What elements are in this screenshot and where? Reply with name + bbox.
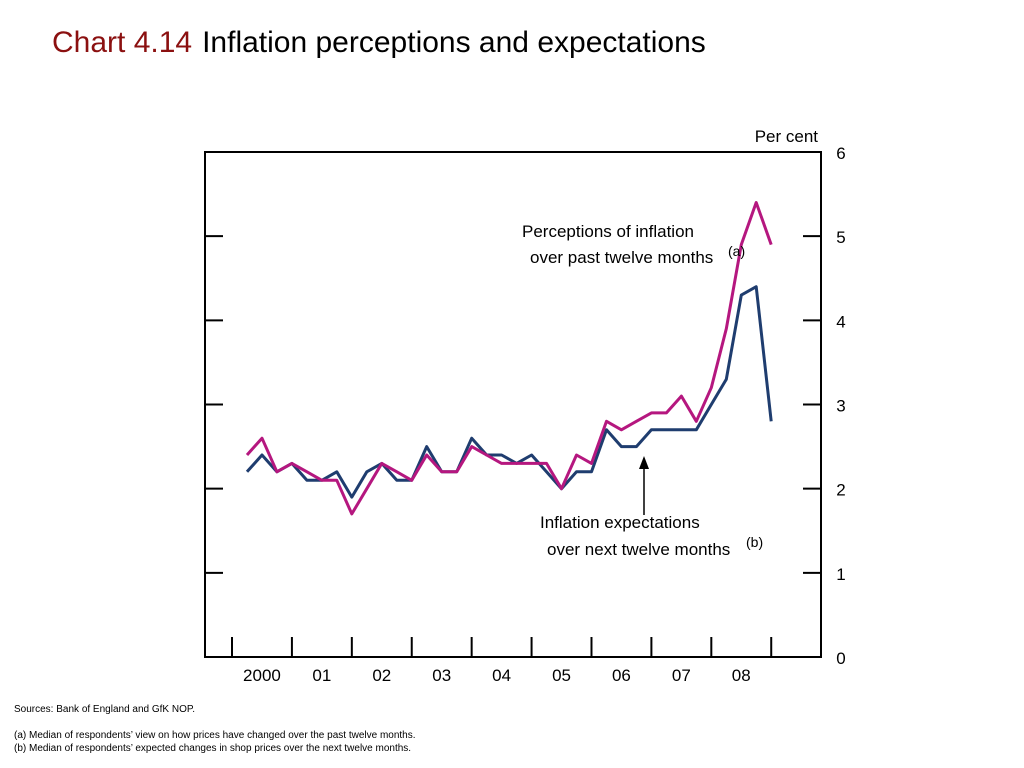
x-tick-label: 01 — [312, 666, 331, 685]
y-tick-label: 6 — [836, 144, 845, 163]
expectations-arrow-head — [639, 456, 649, 469]
y-unit-label: Per cent — [755, 127, 819, 146]
y-tick-label: 1 — [836, 565, 845, 584]
y-tick-label: 2 — [836, 481, 845, 500]
x-tick-label: 03 — [432, 666, 451, 685]
slide-title: Chart 4.14 Inflation perceptions and expe… — [52, 26, 706, 60]
footnote-b: (b) Median of respondents’ expected chan… — [14, 743, 412, 754]
footnote-a: (a) Median of respondents’ view on how p… — [14, 730, 416, 741]
x-tick-label: 08 — [732, 666, 751, 685]
x-tick-label: 06 — [612, 666, 631, 685]
x-tick-label: 04 — [492, 666, 511, 685]
expectations-label-line2: over next twelve months — [547, 540, 730, 559]
y-tick-label: 3 — [836, 397, 845, 416]
x-tick-label: 07 — [672, 666, 691, 685]
perceptions-annotation: Perceptions of inflation over past twelv… — [522, 222, 745, 267]
x-axis: 2000 01 02 03 04 05 06 07 08 — [231, 637, 773, 685]
expectations-footnote-marker: (b) — [746, 534, 763, 550]
y-axis: 0 1 2 3 4 5 6 — [205, 144, 846, 668]
x-tick-label: 02 — [372, 666, 391, 685]
x-tick-label: 2000 — [243, 666, 281, 685]
expectations-line — [245, 285, 773, 499]
perceptions-line — [245, 201, 773, 516]
x-tick-label: 05 — [552, 666, 571, 685]
expectations-label-line1: Inflation expectations — [540, 513, 700, 532]
sources-note: Sources: Bank of England and GfK NOP. — [14, 704, 196, 715]
chart-title: Inflation perceptions and expectations — [202, 26, 706, 59]
footnotes: Sources: Bank of England and GfK NOP. (a… — [14, 703, 416, 755]
y-tick-label: 4 — [836, 312, 845, 331]
perceptions-label-line1: Perceptions of inflation — [522, 222, 694, 241]
series-layer — [245, 201, 773, 516]
y-tick-label: 5 — [836, 228, 845, 247]
perceptions-label-line2: over past twelve months — [530, 248, 713, 267]
chart-number: Chart 4.14 — [52, 26, 193, 59]
expectations-annotation: Inflation expectations over next twelve … — [540, 456, 763, 559]
plot-frame — [204, 151, 822, 658]
y-tick-label: 0 — [836, 649, 845, 668]
perceptions-footnote-marker: (a) — [728, 243, 745, 259]
